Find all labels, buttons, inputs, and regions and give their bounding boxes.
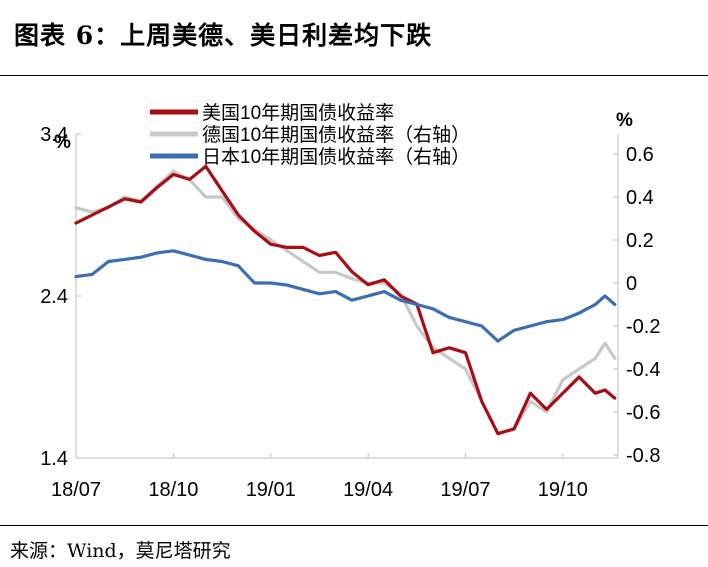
x-tick-label: 19/10 xyxy=(538,479,588,501)
left-tick-label: 3.4 xyxy=(40,124,68,146)
legend-label-3: 日本10年期国债收益率（右轴） xyxy=(202,146,470,168)
right-axis-unit: % xyxy=(616,110,633,131)
line-chart: 3.4 2.4 1.4 0.6 0.4 0.2 0 -0.2 -0.4 -0.6 -0.8 18/07… xyxy=(40,102,660,501)
right-tick-label: -0.8 xyxy=(626,445,660,467)
right-tick-label: -0.2 xyxy=(626,316,660,338)
top-rule xyxy=(0,75,708,76)
figure-title: 图表 6：上周美德、美日利差均下跌 xyxy=(14,21,433,50)
right-tick-label: 0.4 xyxy=(626,187,654,209)
x-tick-label: 19/07 xyxy=(440,479,490,501)
x-tick-label: 19/01 xyxy=(246,479,296,501)
right-tick-label: -0.4 xyxy=(626,359,660,381)
right-tick-label: -0.6 xyxy=(626,402,660,424)
series-line-1 xyxy=(74,164,617,436)
x-tick-label: 18/07 xyxy=(51,479,101,501)
left-tick-label: 1.4 xyxy=(40,448,68,470)
x-tick-label: 18/10 xyxy=(148,479,198,501)
right-tick-label: 0.2 xyxy=(626,230,654,252)
chart-lines xyxy=(74,164,617,436)
source-note: 来源：Wind，莫尼塔研究 xyxy=(10,540,231,562)
series-line-2 xyxy=(74,169,617,436)
right-tick-label: 0.6 xyxy=(626,144,654,166)
left-axis-unit: % xyxy=(54,132,71,153)
series-line-3 xyxy=(74,249,617,343)
x-tick-label: 19/04 xyxy=(343,479,393,501)
chart-legend: 美国10年期国债收益率德国10年期国债收益率（右轴）日本10年期国债收益率（右轴… xyxy=(150,102,470,168)
right-tick-label: 0 xyxy=(626,273,637,295)
chart-axes: 3.4 2.4 1.4 0.6 0.4 0.2 0 -0.2 -0.4 -0.6 -0.8 18/07… xyxy=(40,124,660,501)
legend-label-1: 美国10年期国债收益率 xyxy=(202,102,394,124)
legend-label-2: 德国10年期国债收益率（右轴） xyxy=(202,124,470,146)
left-tick-label: 2.4 xyxy=(40,286,68,308)
bottom-rule xyxy=(0,525,708,526)
